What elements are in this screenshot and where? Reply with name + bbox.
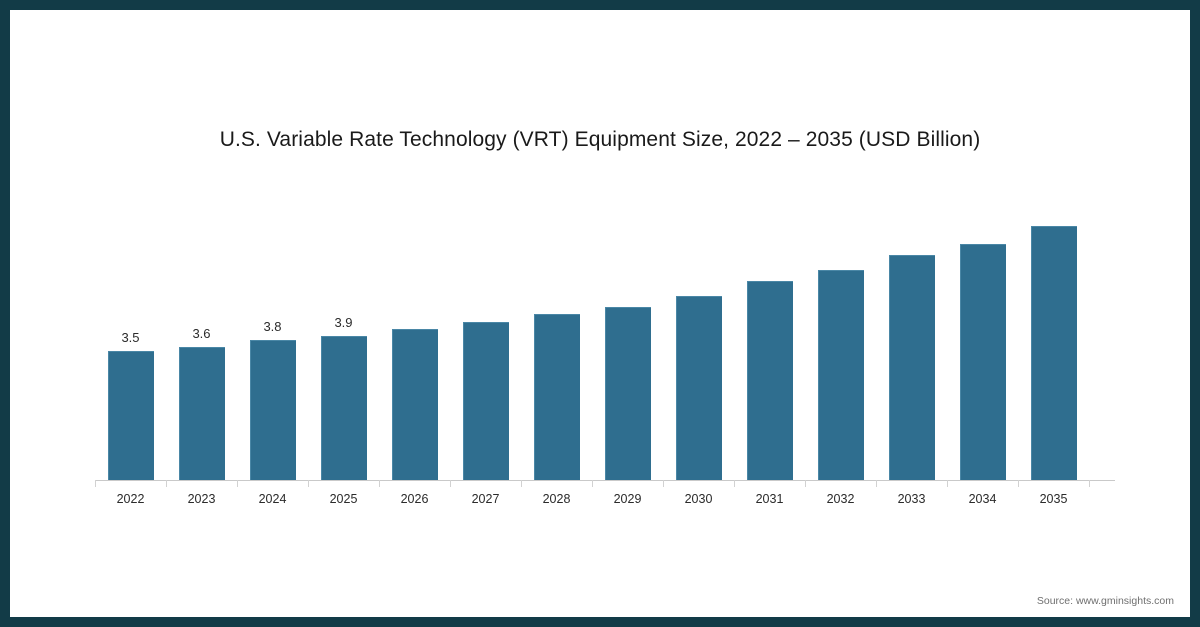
bar-2033 [876,255,947,480]
x-axis-label-2025: 2025 [329,492,358,506]
bar-2025 [308,336,379,480]
bar-2032 [805,269,876,480]
bar-2029 [592,306,663,480]
bar-rect [179,347,225,480]
x-axis-label-2033: 2033 [897,492,926,506]
x-axis-label-2035: 2035 [1039,492,1068,506]
bar-rect [1031,225,1077,480]
bar-rect [605,306,651,480]
bar-rect [534,314,580,480]
x-axis-label-2024: 2024 [258,492,287,506]
x-axis-label-2023: 2023 [187,492,216,506]
x-axis-tick [450,480,451,487]
bar-value-label-2023: 3.6 [192,326,211,342]
chart-title: U.S. Variable Rate Technology (VRT) Equi… [219,128,981,151]
bar-rect [392,328,438,480]
bar-value-label-2025: 3.9 [334,315,353,331]
bar-2030 [663,295,734,480]
x-axis-label-2030: 2030 [684,492,713,506]
x-axis-label-2031: 2031 [755,492,784,506]
bar-2035 [1018,225,1089,480]
x-axis-tick [592,480,593,487]
x-axis-tick [166,480,167,487]
bar-2031 [734,281,805,480]
bar-rect [676,295,722,480]
x-axis-tick [805,480,806,487]
bar-value-label-2024: 3.8 [263,318,282,334]
x-axis-label-2029: 2029 [613,492,642,506]
bar-2024 [237,339,308,480]
x-axis-tick [1089,480,1090,487]
bar-2034 [947,244,1018,480]
x-axis-label-2032: 2032 [826,492,855,506]
bar-rect [321,336,367,480]
source-attribution: Source: www.gminsights.com [1036,595,1174,607]
x-axis-label-2027: 2027 [471,492,500,506]
x-axis-tick [663,480,664,487]
bar-2027 [450,321,521,480]
chart-canvas: U.S. Variable Rate Technology (VRT) Equi… [10,10,1190,617]
x-axis-tick [876,480,877,487]
bar-rect [889,255,935,480]
x-axis-label-2028: 2028 [542,492,571,506]
x-axis-tick [521,480,522,487]
x-axis-tick [1018,480,1019,487]
bar-rect [818,269,864,480]
x-axis-tick [237,480,238,487]
bar-rect [250,339,296,480]
bar-value-label-2022: 3.5 [121,330,140,346]
x-axis-label-2022: 2022 [116,492,145,506]
bar-rect [747,281,793,480]
bar-2026 [379,328,450,480]
x-axis-tick [947,480,948,487]
x-axis-line [95,480,1115,481]
x-axis-tick [95,480,96,487]
bar-rect [960,244,1006,480]
bar-2022 [95,351,166,480]
x-axis-tick [379,480,380,487]
x-axis-label-2034: 2034 [968,492,997,506]
bar-rect [463,321,509,480]
x-axis-tick [308,480,309,487]
bar-2028 [521,314,592,480]
bar-2023 [166,347,237,480]
x-axis-tick [734,480,735,487]
x-axis-label-2026: 2026 [400,492,429,506]
bar-rect [108,351,154,480]
